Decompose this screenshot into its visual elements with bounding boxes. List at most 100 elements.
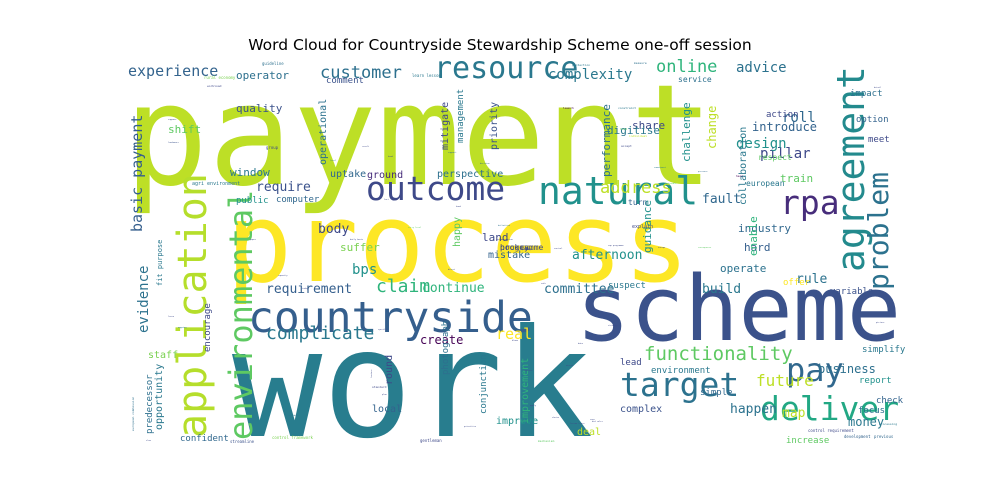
word-detail: detail	[874, 86, 882, 89]
word-operate: operate	[720, 262, 766, 275]
word-gentleman: gentleman	[420, 438, 442, 443]
word-level: level	[330, 160, 337, 162]
chart-title: Word Cloud for Countryside Stewardship S…	[248, 36, 752, 54]
word-deal: deal	[577, 427, 601, 438]
word-require: require	[256, 180, 311, 195]
word-resource: resource	[434, 51, 579, 86]
word-meet: meet	[868, 135, 890, 145]
word-agri-environment: agri environment	[192, 181, 240, 187]
word-mechanism: mechanism	[538, 439, 554, 443]
word-industry: industry	[738, 222, 791, 235]
word-workload: workload	[207, 84, 222, 88]
word-photograph: photograph	[441, 321, 451, 375]
word-measure: measure	[634, 61, 647, 65]
word-action: action	[766, 110, 799, 120]
word-previous: previous	[874, 434, 894, 439]
word-complexity: complexity	[548, 67, 632, 83]
word-standard: standard	[372, 385, 387, 389]
word-concern: concern	[524, 370, 533, 372]
word-hard: hard	[744, 241, 771, 254]
word-accept: accept	[621, 144, 632, 148]
word-lesson-learn: lesson learn	[570, 423, 585, 425]
word-bid-ruler: bid ruler	[592, 421, 604, 423]
word-prioritise: prioritise	[464, 425, 477, 428]
word-online: online	[656, 57, 717, 77]
word-increase: increase	[786, 436, 829, 446]
word-problem: problem	[862, 172, 895, 290]
word-control-framework: control framework	[272, 435, 314, 440]
word-improve: improve	[496, 416, 538, 427]
word-turn: turn	[628, 198, 647, 207]
word-mapping: mapping	[178, 327, 187, 329]
word-work: work	[232, 298, 593, 472]
word-support: support	[448, 151, 457, 154]
word-train: train	[780, 172, 813, 185]
word-fault: fault	[702, 192, 741, 207]
word-result: result	[362, 145, 370, 148]
word-happy: happy	[452, 217, 463, 247]
word-perspective: perspective	[437, 169, 503, 180]
word-priority: priority	[489, 102, 500, 150]
word-bps: bps	[352, 262, 377, 278]
word-digitise: digitise	[607, 124, 660, 137]
word-future: future	[756, 371, 814, 390]
word-fact: fact	[384, 198, 390, 201]
word-suffer: suffer	[340, 241, 380, 254]
word-commitment: commitment	[654, 166, 667, 169]
word-committee: committee	[544, 282, 615, 297]
word-address: address	[600, 178, 672, 198]
word-roll: roll	[782, 110, 816, 126]
word-environment: environment	[651, 366, 711, 376]
word-specific: specific	[378, 329, 388, 331]
word-process: process	[226, 179, 690, 307]
word-capacity: capacity	[278, 274, 288, 277]
word-lead: lead	[620, 358, 642, 368]
word-money: money	[848, 415, 884, 429]
word-constraint: constraint	[618, 106, 636, 110]
word-daily-basis: daily basis	[350, 239, 363, 241]
word-outcome: outcome	[366, 169, 505, 208]
word-staff: staff	[148, 350, 178, 361]
word-learn: learn	[168, 316, 175, 318]
word-local: local	[372, 404, 402, 415]
word-simplify: simplify	[862, 345, 906, 355]
word-guidance: guidance	[641, 200, 654, 253]
word-performance: performance	[600, 104, 613, 177]
word-launch: launch	[563, 106, 574, 110]
word-mistake: mistake	[488, 250, 530, 261]
word-land: land	[482, 231, 509, 244]
word-mitigate: mitigate	[440, 102, 451, 150]
word-head: head	[388, 156, 394, 158]
word-check: check	[876, 396, 904, 406]
word-streamline: streamline	[230, 439, 255, 444]
word-apply: apply	[530, 405, 537, 407]
word-pay: pay	[786, 351, 844, 389]
word-rule: rule	[796, 272, 827, 287]
word-real: real	[496, 325, 532, 343]
word-body: body	[318, 222, 349, 237]
word-cap-programme: cap programme	[608, 245, 624, 247]
word-operator: operator	[236, 69, 289, 82]
word-respect: respect	[758, 153, 792, 162]
word-complex: complex	[620, 404, 662, 415]
word-decision: decision	[480, 163, 490, 165]
word-basic-payment: basic payment	[128, 115, 146, 232]
word-map: map	[782, 406, 806, 421]
word-operational: operational	[318, 99, 329, 165]
word-minute: minute	[566, 364, 574, 367]
word-offer: offer	[783, 278, 811, 288]
word-share: share	[632, 119, 665, 132]
word-consequence: consequence	[698, 247, 712, 249]
word-encourage: encourage	[203, 303, 213, 352]
word-confidence: confidence	[288, 415, 301, 417]
word-opportunity: opportunity	[154, 364, 165, 430]
word-target: target	[620, 365, 739, 404]
word-definition: definition	[498, 224, 511, 227]
word-experience: experience	[128, 62, 218, 80]
word-claim: claim	[376, 276, 430, 297]
word-ground: ground	[367, 170, 403, 181]
word-introduce: introduce	[752, 120, 817, 134]
word-proposal: proposal	[522, 249, 532, 251]
word-requirement: requirement	[266, 282, 352, 297]
word-service: service	[678, 75, 712, 84]
